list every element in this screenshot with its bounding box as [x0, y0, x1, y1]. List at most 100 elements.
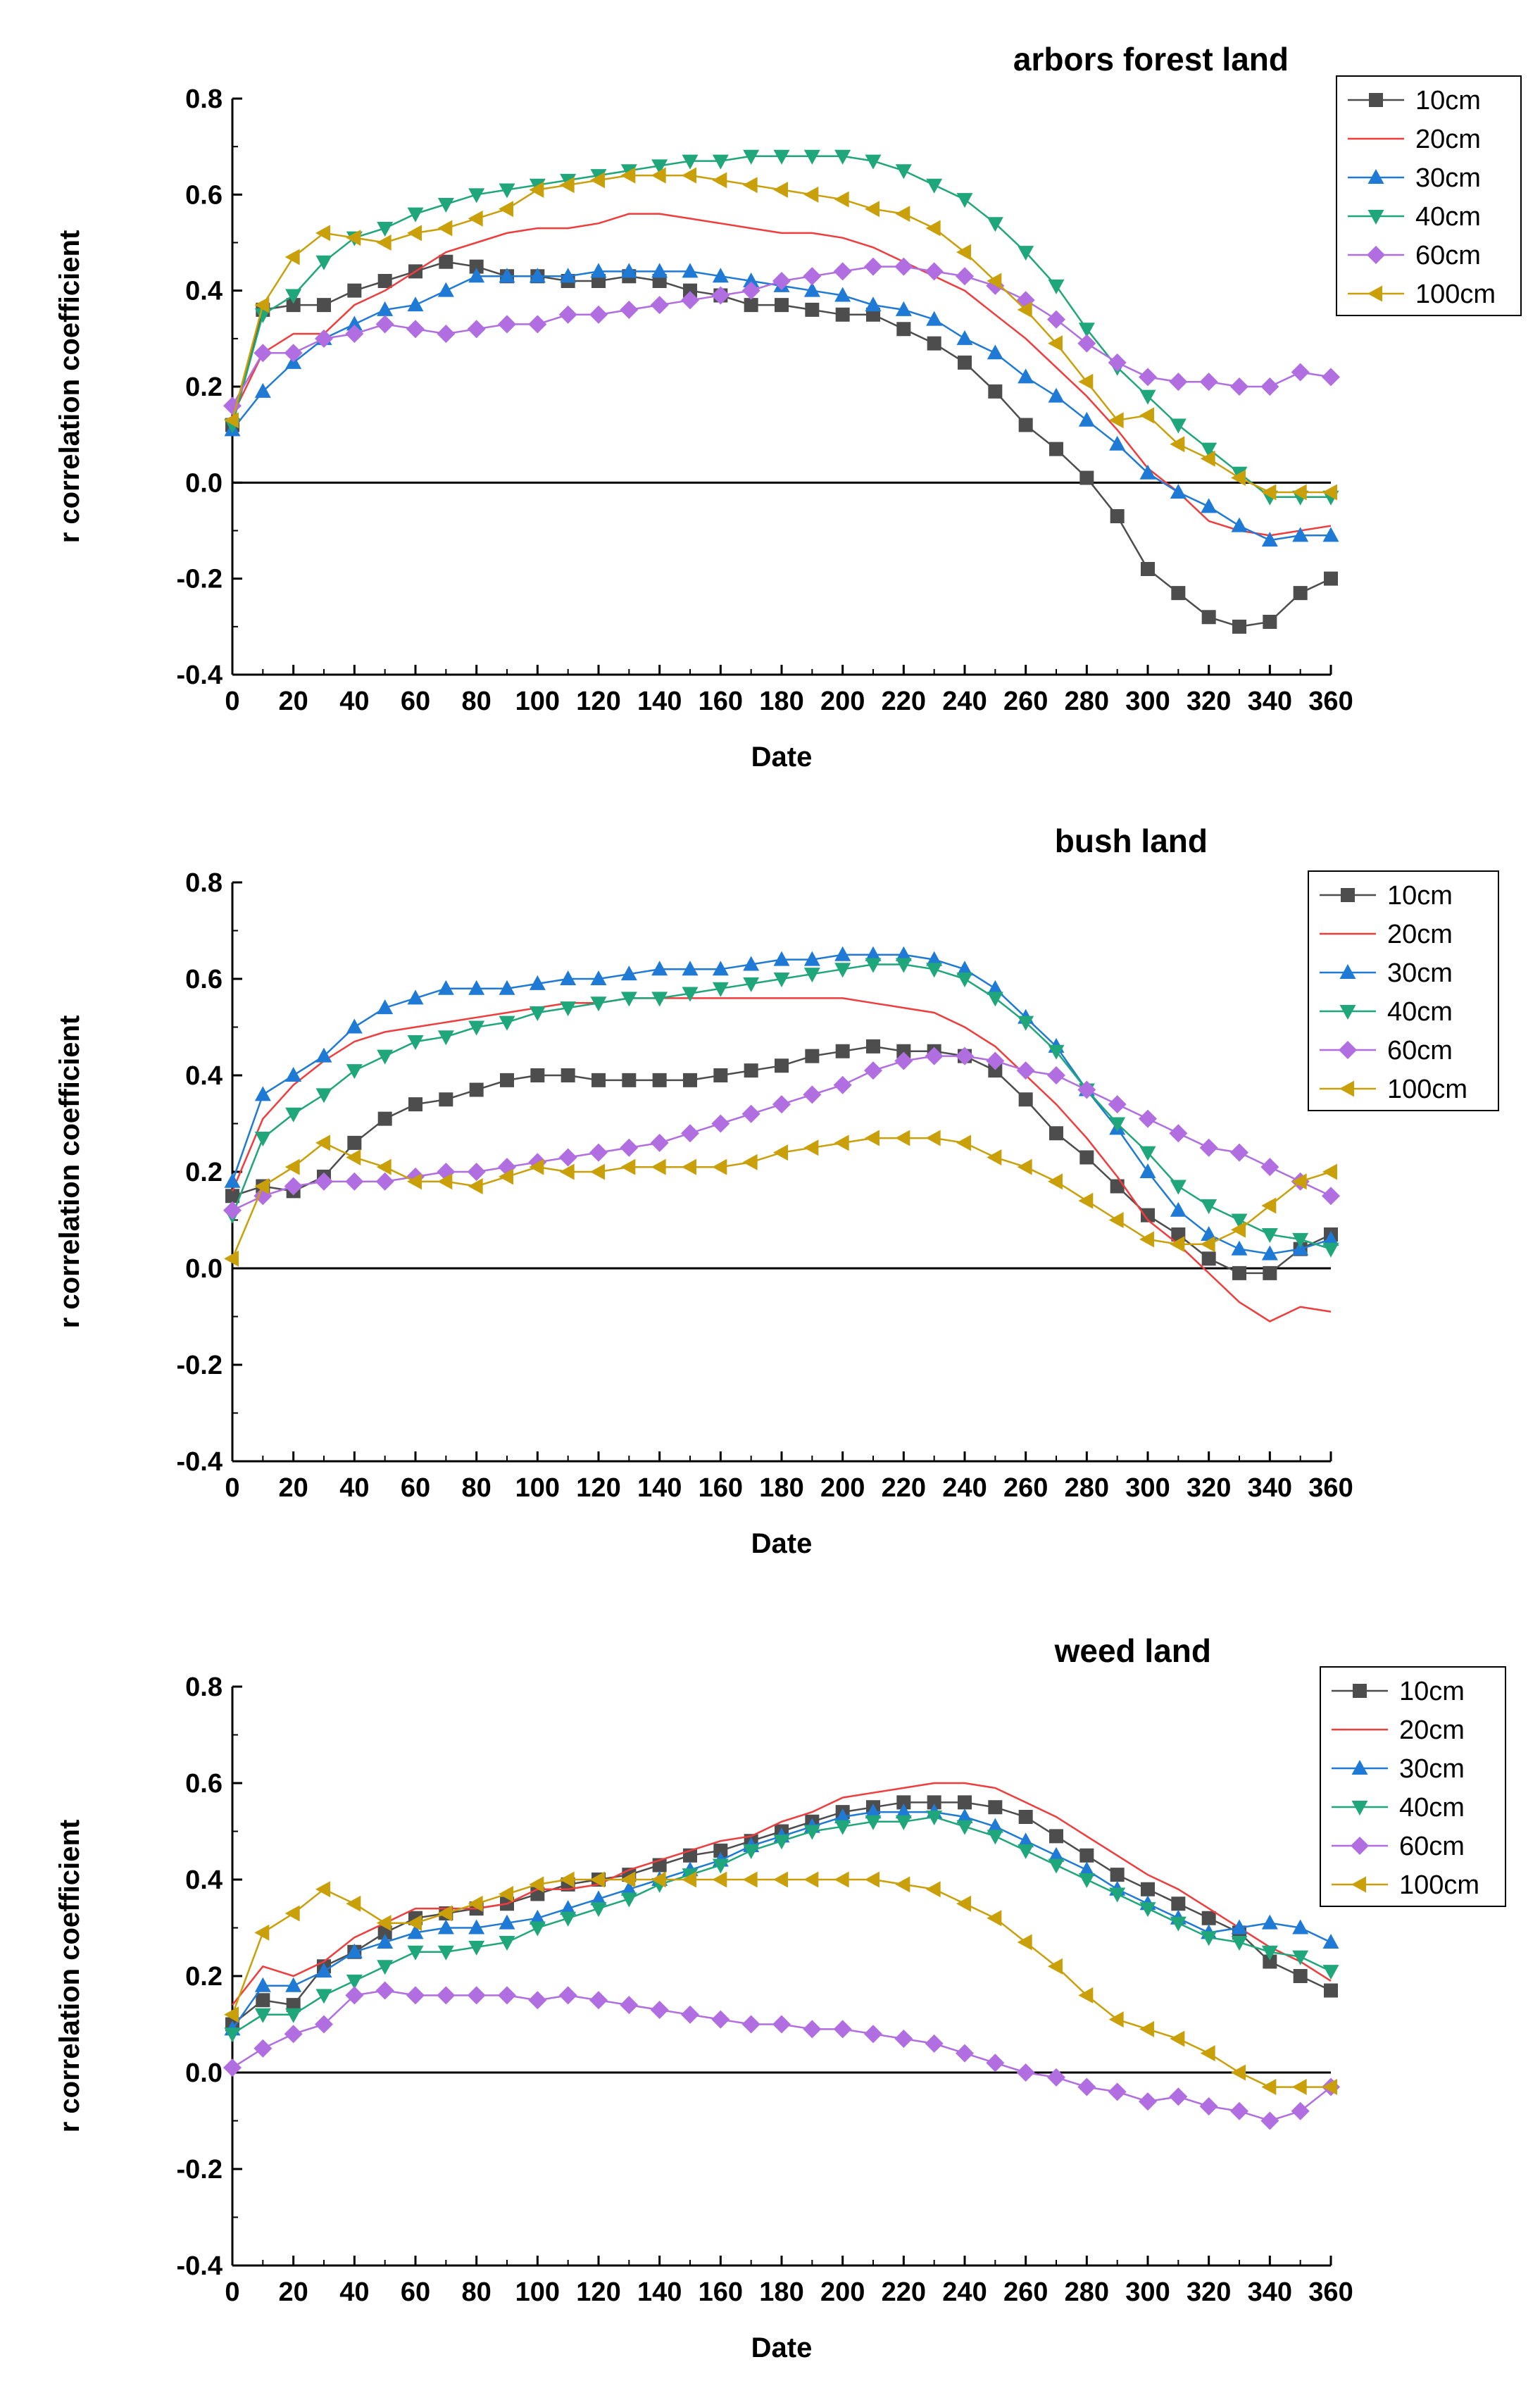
data-point-10cm	[927, 1795, 941, 1810]
data-point-100cm	[1017, 301, 1032, 318]
data-point-40cm	[407, 207, 424, 223]
data-point-60cm	[284, 2025, 303, 2044]
data-point-40cm	[1018, 1844, 1034, 1859]
x-tick-label: 240	[942, 1473, 987, 1503]
data-point-10cm	[775, 1058, 789, 1073]
data-point-60cm	[1260, 377, 1279, 396]
data-point-60cm	[558, 1148, 577, 1167]
data-point-10cm	[1201, 610, 1216, 625]
data-point-100cm	[620, 1158, 636, 1175]
x-tick-label: 280	[1065, 687, 1109, 716]
data-point-100cm	[1261, 484, 1277, 501]
data-point-60cm	[315, 2015, 333, 2034]
data-point-100cm	[956, 1135, 971, 1151]
x-tick-label: 40	[339, 687, 369, 716]
data-point-40cm	[743, 1844, 760, 1859]
data-point-60cm	[498, 1986, 516, 2005]
legend-marker-30cm	[1367, 169, 1384, 184]
data-point-60cm	[1199, 2096, 1218, 2115]
data-point-30cm	[529, 975, 546, 990]
data-point-10cm	[805, 302, 820, 317]
data-point-40cm	[803, 968, 820, 983]
data-point-60cm	[986, 1051, 1005, 1070]
data-point-10cm	[713, 1068, 728, 1082]
data-point-10cm	[1171, 586, 1186, 601]
data-point-30cm	[620, 263, 637, 278]
data-point-30cm	[377, 301, 394, 316]
series-points-100cm	[224, 1130, 1337, 1267]
data-point-10cm	[958, 1795, 972, 1810]
series-line-60cm	[232, 1989, 1332, 2122]
data-point-30cm	[1018, 368, 1034, 384]
data-point-60cm	[925, 1046, 944, 1065]
data-point-30cm	[895, 946, 912, 961]
data-point-30cm	[1322, 1934, 1339, 1949]
data-point-40cm	[956, 1820, 973, 1835]
x-tick-label: 240	[942, 687, 987, 716]
data-point-10cm	[988, 1800, 1003, 1815]
data-point-10cm	[1110, 509, 1125, 524]
data-point-30cm	[1261, 532, 1278, 547]
data-point-10cm	[1049, 442, 1063, 456]
legend-label-30cm: 30cm	[1415, 163, 1481, 193]
data-point-100cm	[773, 182, 788, 199]
data-point-60cm	[253, 344, 273, 363]
y-tick-label: 0.0	[185, 1254, 223, 1284]
legend-marker-30cm	[1339, 964, 1356, 979]
data-point-60cm	[1077, 1080, 1096, 1099]
data-point-40cm	[895, 1815, 912, 1830]
data-point-40cm	[865, 1815, 882, 1830]
data-point-100cm	[1200, 1236, 1215, 1253]
legend-box	[1336, 75, 1522, 316]
data-point-10cm	[1079, 470, 1094, 485]
data-point-100cm	[834, 1871, 849, 1888]
data-point-40cm	[834, 149, 851, 165]
data-point-40cm	[1201, 442, 1217, 458]
data-point-40cm	[987, 1830, 1003, 1845]
data-point-40cm	[346, 1064, 363, 1080]
data-point-10cm	[317, 298, 331, 313]
series-line-100cm	[231, 1878, 1331, 2088]
data-point-60cm	[620, 300, 639, 319]
x-tick-label: 160	[699, 1473, 743, 1503]
data-point-30cm	[407, 296, 424, 312]
data-point-30cm	[377, 999, 394, 1015]
chart-weed-land: -0.4 -0.2 0.0 0.2 0.4 0.6 0.8 0 20 40 60 80 100 120 14…	[54, 1632, 1506, 2363]
data-point-40cm	[1018, 246, 1034, 261]
data-point-30cm	[590, 263, 607, 278]
y-tick-label: -0.2	[177, 565, 223, 594]
data-point-100cm	[1108, 412, 1124, 429]
data-point-10cm	[1018, 1809, 1033, 1824]
data-point-60cm	[711, 1114, 730, 1133]
data-point-100cm	[468, 1178, 483, 1195]
data-point-30cm	[956, 330, 973, 345]
x-tick-label: 260	[1003, 1473, 1048, 1503]
data-point-60cm	[1139, 2092, 1157, 2111]
data-point-30cm	[865, 296, 882, 312]
legend-marker-10cm	[1341, 888, 1355, 902]
data-point-100cm	[590, 1163, 605, 1180]
data-point-30cm	[437, 980, 454, 995]
data-point-60cm	[467, 1163, 486, 1181]
x-tick-label: 180	[759, 2277, 803, 2307]
x-tick-label: 320	[1187, 2277, 1231, 2307]
legend-label-20cm: 20cm	[1387, 920, 1453, 949]
data-point-60cm	[375, 1172, 394, 1191]
y-tick-label: 0.2	[185, 373, 223, 402]
x-tick-label: 80	[462, 2277, 492, 2307]
legend-marker-40cm	[1351, 1801, 1368, 1815]
series-points-60cm	[223, 1981, 1340, 2130]
data-point-40cm	[895, 164, 912, 180]
data-point-100cm	[1170, 2030, 1185, 2047]
legend-label-60cm: 60cm	[1415, 241, 1481, 270]
data-point-100cm	[254, 1178, 270, 1195]
data-point-60cm	[650, 2000, 669, 2019]
data-point-60cm	[406, 320, 425, 339]
data-point-10cm	[1141, 1882, 1155, 1896]
data-point-100cm	[224, 1250, 239, 1267]
data-point-60cm	[681, 1124, 699, 1143]
data-point-40cm	[529, 1006, 546, 1021]
chart-bush-land: -0.4 -0.2 0.0 0.2 0.4 0.6 0.8 0 20 40 60 80 100 120 14…	[54, 823, 1499, 1559]
data-point-60cm	[1322, 1187, 1340, 1206]
data-point-100cm	[651, 1158, 666, 1175]
